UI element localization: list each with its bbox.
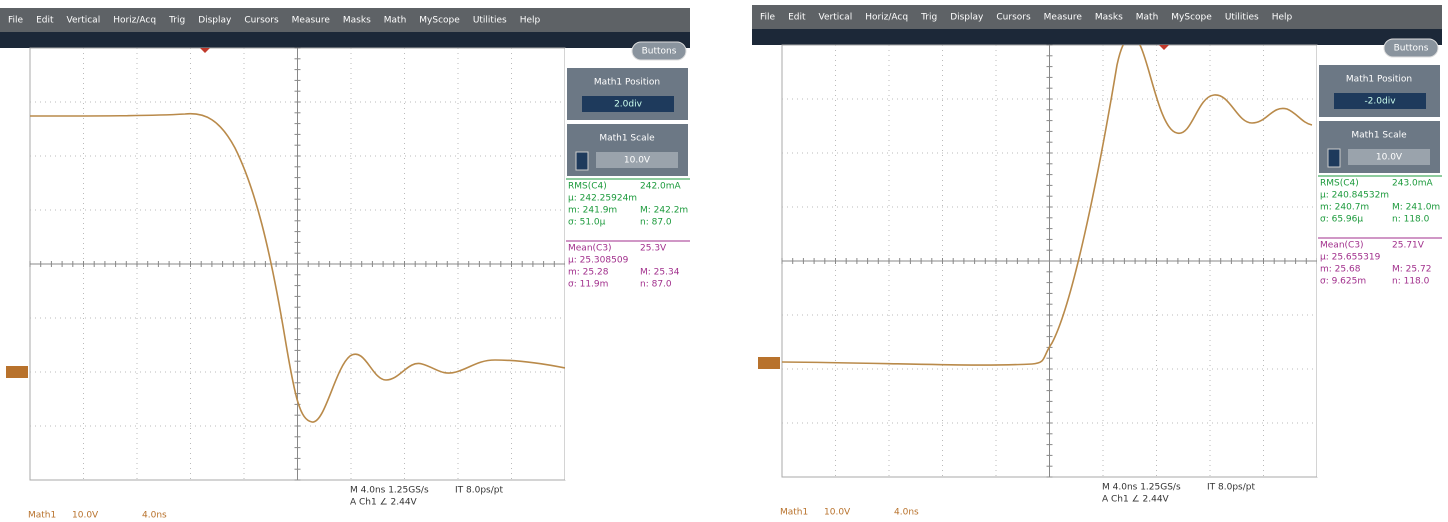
measure-stat: M: 241.0m [1392,203,1440,213]
measure-stat: M: 242.2m [640,206,688,216]
math-scale: 10.0V [72,511,99,521]
scale-icon [1328,149,1340,167]
position-title: Math1 Position [594,78,660,88]
menu-item[interactable]: Vertical [819,13,853,23]
math-label: Math1 [780,508,808,518]
position-value: -2.0div [1364,97,1396,107]
menu-item[interactable]: Trig [920,13,937,23]
measure-value: 25.3V [640,244,667,254]
math-label: Math1 [28,511,56,521]
measure-stat: n: 87.0 [640,280,672,290]
timebase: M 4.0ns 1.25GS/s [350,486,429,496]
math-scale: 10.0V [824,508,851,518]
trigger: A Ch1 ∠ 2.44V [1102,495,1170,505]
measure-stat: σ: 9.625m [1320,277,1366,287]
scale-title: Math1 Scale [599,134,655,144]
menu-item[interactable]: Edit [36,16,54,26]
menu-item[interactable]: Display [950,13,984,23]
measure-stat: M: 25.72 [1392,265,1431,275]
menu-item[interactable]: MyScope [419,16,460,26]
scope-screen: File Edit Vertical Horiz/Acq Trig Display Curs… [0,8,690,521]
menu-item[interactable]: Measure [1044,13,1083,23]
measure-value: 243.0mA [1392,179,1434,189]
measure-stat: m: 25.68 [1320,265,1361,275]
menu-item[interactable]: Cursors [996,13,1031,23]
scale-value: 10.0V [1376,153,1403,163]
measure-stat: μ: 25.655319 [1320,253,1381,263]
measure-stat: μ: 242.25924m [568,194,637,204]
scope-screen: File Edit Vertical Horiz/Acq Trig Display Curs… [752,5,1442,518]
status-bar [752,29,1442,45]
menu-item[interactable]: File [8,16,24,26]
ground-marker [758,357,780,369]
menu-item[interactable]: Help [1272,13,1293,23]
menu-item[interactable]: Trig [168,16,185,26]
menu-item[interactable]: MyScope [1171,13,1212,23]
measure-label: RMS(C4) [1320,179,1359,189]
trigger: A Ch1 ∠ 2.44V [350,498,418,508]
measure-label: Mean(C3) [568,244,612,254]
measure-stat: m: 25.28 [568,268,609,278]
menu-item[interactable]: Cursors [244,16,279,26]
sample-rate: IT 8.0ps/pt [455,486,503,496]
menu-item[interactable]: Vertical [67,16,101,26]
menu-item[interactable]: Display [198,16,232,26]
measure-stat: m: 241.9m [568,206,617,216]
measure-stat: σ: 11.9m [568,280,608,290]
math-time: 4.0ns [142,511,167,521]
math-time: 4.0ns [894,508,919,518]
menu-item[interactable]: Math [384,16,407,26]
measure-stat: σ: 65.96μ [1320,215,1363,225]
menu-item[interactable]: Measure [292,16,331,26]
menu-item[interactable]: Masks [1095,13,1123,23]
menu-item[interactable]: Help [520,16,541,26]
measure-label: Mean(C3) [1320,241,1364,251]
position-title: Math1 Position [1346,75,1412,85]
menu-item[interactable]: Horiz/Acq [865,13,908,23]
scale-value: 10.0V [624,156,651,166]
menu-item[interactable]: Horiz/Acq [113,16,156,26]
measure-value: 242.0mA [640,182,682,192]
measure-stat: M: 25.34 [640,268,680,278]
position-box [1319,65,1440,117]
position-box [567,68,688,120]
measure-stat: σ: 51.0μ [568,218,606,228]
menu-item[interactable]: Utilities [1225,13,1259,23]
status-bar [0,32,690,48]
menu-item[interactable]: Masks [343,16,371,26]
measure-value: 25.71V [1392,241,1425,251]
screenshot: File Edit Vertical Horiz/Acq Trig Display Curs… [0,0,1448,522]
measure-stat: μ: 240.84532m [1320,191,1389,201]
sample-rate: IT 8.0ps/pt [1207,483,1255,493]
scale-title: Math1 Scale [1351,131,1407,141]
menu-item[interactable]: Math [1136,13,1159,23]
menu-item[interactable]: Edit [788,13,806,23]
menu-item[interactable]: File [760,13,776,23]
measure-stat: n: 87.0 [640,218,672,228]
scale-icon [576,152,588,170]
ground-marker [6,366,28,378]
measure-stat: μ: 25.308509 [568,256,629,266]
position-value: 2.0div [614,100,643,110]
measure-stat: n: 118.0 [1392,277,1430,287]
menu-item[interactable]: Utilities [473,16,507,26]
button-label[interactable]: Buttons [1394,44,1429,54]
measure-label: RMS(C4) [568,182,607,192]
measure-stat: n: 118.0 [1392,215,1430,225]
timebase: M 4.0ns 1.25GS/s [1102,483,1181,493]
button-label[interactable]: Buttons [642,47,677,57]
measure-stat: m: 240.7m [1320,203,1369,213]
